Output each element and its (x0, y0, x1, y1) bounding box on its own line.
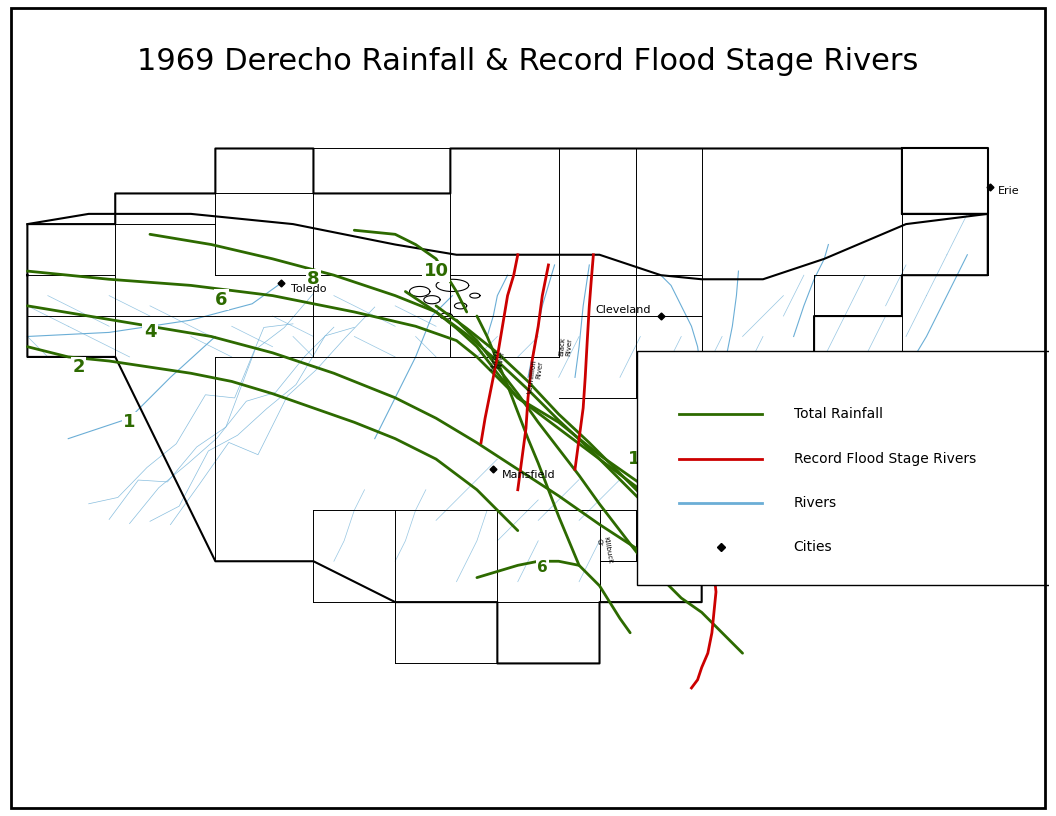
Text: Vermillion
River: Vermillion River (527, 359, 544, 396)
Text: 8: 8 (307, 270, 320, 288)
Text: Black
River: Black River (559, 337, 573, 357)
Text: Cities: Cities (794, 540, 832, 554)
Text: Toledo: Toledo (291, 285, 326, 295)
Text: 6: 6 (536, 560, 548, 575)
Text: Tuscarawas
River: Tuscarawas River (727, 530, 749, 572)
Text: 10: 10 (423, 262, 449, 280)
Text: 6: 6 (215, 290, 228, 308)
Text: Record Flood Stage Rivers: Record Flood Stage Rivers (794, 452, 976, 466)
Text: Killbuck
Cr: Killbuck Cr (596, 536, 612, 565)
Text: 4: 4 (144, 323, 156, 341)
FancyBboxPatch shape (638, 351, 1054, 585)
Text: Rivers: Rivers (794, 496, 836, 510)
Text: Erie: Erie (998, 186, 1020, 197)
Text: 1: 1 (124, 413, 136, 432)
Text: 2: 2 (72, 358, 84, 376)
Title: 1969 Derecho Rainfall & Record Flood Stage Rivers: 1969 Derecho Rainfall & Record Flood Sta… (137, 47, 919, 77)
Text: Total Rainfall: Total Rainfall (794, 407, 883, 421)
Text: Huron
River: Huron River (489, 349, 506, 373)
Text: Cleveland: Cleveland (596, 305, 650, 315)
Text: Canton: Canton (734, 458, 774, 468)
Text: 10: 10 (628, 450, 653, 468)
Text: Akron: Akron (657, 405, 690, 415)
Text: Youngstown: Youngstown (884, 391, 950, 401)
Text: Mansfield: Mansfield (502, 471, 555, 481)
